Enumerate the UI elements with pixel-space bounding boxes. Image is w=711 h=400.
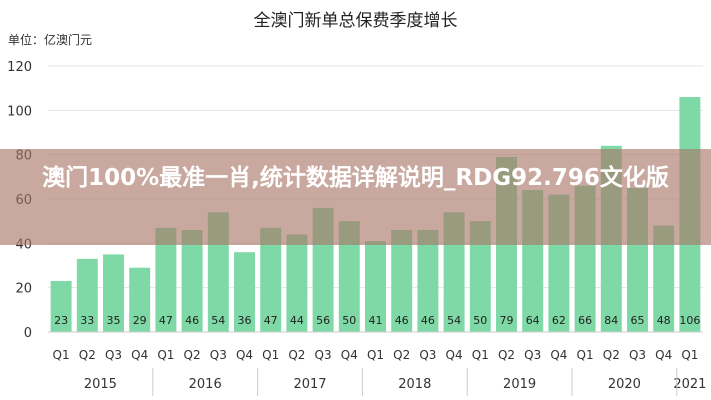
x-tick-label: Q4 [341,348,358,362]
x-tick-label: Q3 [210,348,227,362]
x-tick-label: Q2 [288,348,305,362]
x-tick-label: Q1 [367,348,384,362]
x-tick-label: Q1 [157,348,174,362]
x-tick-label: Q3 [105,348,122,362]
year-label: 2021 [673,377,706,392]
data-label: 64 [526,314,540,327]
data-label: 46 [185,314,199,327]
x-tick-label: Q2 [79,348,96,362]
overlay-title: 澳门100%最准一肖,统计数据详解说明_RDG92.796文化版 [42,165,669,191]
year-label: 2020 [608,377,641,392]
data-label: 47 [159,314,173,327]
data-label: 48 [657,314,671,327]
bar [181,230,203,332]
data-label: 84 [604,314,618,327]
bar [103,254,124,332]
unit-label: 单位：亿澳门元 [8,33,93,47]
bar [234,252,255,332]
data-label: 65 [631,314,645,327]
data-label: 66 [578,314,592,327]
data-label: 41 [369,314,383,327]
y-tick-label: 100 [7,104,32,119]
bar [50,281,72,332]
x-tick-label: Q2 [393,348,410,362]
x-tick-label: Q1 [681,348,698,362]
bar [391,230,413,332]
bar [260,227,282,332]
year-label: 2017 [293,377,326,392]
x-tick-label: Q1 [577,348,594,362]
x-tick-label: Q4 [446,348,463,362]
y-tick-label: 20 [15,282,32,297]
x-tick-label: Q1 [472,348,489,362]
x-tick-label: Q4 [550,348,567,362]
x-tick-label: Q2 [184,348,201,362]
x-tick-label: Q3 [629,348,646,362]
data-label: 23 [54,314,68,327]
x-tick-label: Q1 [53,348,70,362]
bar [286,234,308,332]
data-label: 106 [679,314,700,327]
year-label: 2016 [189,377,222,392]
y-tick-label: 120 [7,60,32,75]
x-tick-label: Q3 [524,348,541,362]
bar [338,221,360,332]
x-tick-label: Q3 [315,348,332,362]
y-tick-label: 0 [24,326,32,341]
bar [653,225,675,332]
data-label: 46 [395,314,409,327]
data-label: 47 [264,314,278,327]
x-tick-label: Q4 [131,348,148,362]
data-label: 50 [342,314,356,327]
data-label: 33 [80,314,94,327]
x-tick-label: Q4 [236,348,253,362]
data-label: 29 [133,314,147,327]
bar [155,227,177,332]
data-label: 79 [500,314,514,327]
bar [469,221,491,332]
x-tick-label: Q4 [655,348,672,362]
bar [129,267,151,332]
x-tick-label: Q1 [262,348,279,362]
data-label: 35 [107,314,121,327]
year-label: 2018 [398,377,431,392]
year-label: 2015 [84,377,117,392]
bar [365,241,386,332]
year-label: 2019 [503,377,536,392]
overlay-banner [0,149,711,245]
data-label: 62 [552,314,566,327]
data-label: 54 [211,314,225,327]
x-tick-label: Q2 [603,348,620,362]
chart-title: 全澳门新单总保费季度增长 [253,11,458,31]
bar [76,258,98,332]
x-tick-label: Q3 [419,348,436,362]
bar [417,230,439,332]
data-label: 44 [290,314,304,327]
x-tick-label: Q2 [498,348,515,362]
data-label: 50 [473,314,487,327]
data-label: 36 [238,314,252,327]
data-label: 54 [447,314,461,327]
data-label: 46 [421,314,435,327]
data-label: 56 [316,314,330,327]
